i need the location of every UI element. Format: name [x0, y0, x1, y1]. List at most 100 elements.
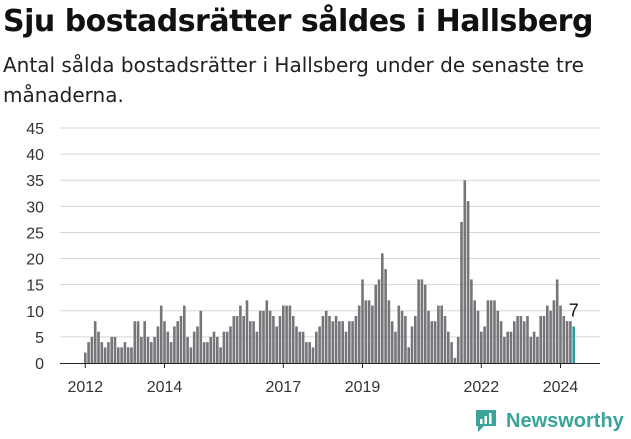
bar [447, 331, 450, 363]
bar [117, 347, 120, 363]
bar [334, 316, 338, 363]
bar [407, 347, 410, 363]
bar [321, 316, 325, 363]
bar [206, 342, 209, 363]
bar [308, 342, 311, 363]
bar [437, 305, 440, 363]
bar [493, 300, 496, 363]
bar [196, 326, 199, 363]
y-tick-label: 25 [26, 225, 44, 242]
bar [242, 316, 245, 363]
bar [463, 180, 467, 363]
bar [318, 326, 321, 363]
bar [532, 331, 536, 363]
bar [285, 305, 288, 363]
bar [542, 316, 546, 363]
bar [516, 316, 519, 363]
bar [384, 269, 387, 363]
bar [473, 300, 476, 363]
bar [348, 321, 351, 363]
bar [295, 326, 298, 363]
chart-title: Sju bostadsrätter såldes i Hallsberg [3, 4, 593, 39]
bar [559, 305, 562, 363]
bar [305, 342, 308, 363]
bar [239, 305, 242, 363]
newsworthy-logo[interactable]: Newsworthy [474, 408, 624, 434]
bar [565, 321, 569, 363]
bar [509, 331, 513, 363]
y-tick-label: 30 [26, 199, 44, 216]
bar [133, 321, 137, 363]
x-tick-label: 2019 [345, 379, 381, 396]
bar [450, 342, 453, 363]
bar [275, 326, 278, 363]
bar [522, 321, 526, 363]
bar [476, 310, 480, 363]
bar [344, 331, 348, 363]
bar [120, 347, 123, 363]
bar [183, 305, 186, 363]
bar [209, 336, 212, 363]
bar [529, 336, 533, 363]
bar [499, 321, 503, 363]
bar [400, 310, 404, 363]
x-tick-label: 2024 [543, 379, 579, 396]
bar [202, 342, 206, 363]
bar [417, 279, 420, 363]
bar [282, 305, 285, 363]
bar [324, 310, 328, 363]
bar [219, 347, 222, 363]
bar [486, 300, 490, 363]
bar [371, 305, 374, 363]
bar [377, 279, 381, 363]
bar [123, 342, 127, 363]
bar [150, 342, 153, 363]
bar [176, 321, 179, 363]
chart-subtitle: Antal sålda bostadsrätter i Hallsberg un… [3, 53, 584, 107]
bar [107, 342, 110, 363]
y-tick-label: 20 [26, 252, 44, 269]
bar [539, 316, 542, 363]
bar [291, 316, 295, 363]
bar [423, 284, 427, 363]
bar [414, 316, 417, 363]
bar [232, 316, 236, 363]
bar [87, 342, 90, 363]
bar [555, 279, 559, 363]
bar [192, 331, 196, 363]
bar [549, 310, 552, 363]
bar [245, 300, 249, 363]
bar [503, 336, 506, 363]
bar [186, 336, 189, 363]
bar [420, 279, 424, 363]
y-tick-label: 0 [35, 356, 44, 373]
bar [351, 321, 354, 363]
bar [361, 279, 364, 363]
bar [357, 305, 361, 363]
bar [235, 316, 239, 363]
bar [440, 305, 443, 363]
bar [288, 305, 292, 363]
bars [84, 180, 575, 363]
bar [367, 300, 371, 363]
bar [100, 342, 104, 363]
bar [249, 321, 252, 363]
bar [252, 321, 255, 363]
bar [381, 253, 384, 363]
bar [130, 347, 133, 363]
gridlines [60, 127, 600, 338]
bar [97, 331, 100, 363]
y-tick-label: 45 [26, 121, 44, 138]
bar [397, 305, 401, 363]
bar [113, 336, 117, 363]
bar [216, 336, 219, 363]
bar [93, 321, 97, 363]
bar [456, 336, 460, 363]
bar [315, 331, 318, 363]
bar [110, 336, 113, 363]
bar [146, 336, 150, 363]
bar-highlight [572, 326, 575, 363]
bar [143, 321, 146, 363]
bar [222, 331, 226, 363]
bar [278, 316, 282, 363]
